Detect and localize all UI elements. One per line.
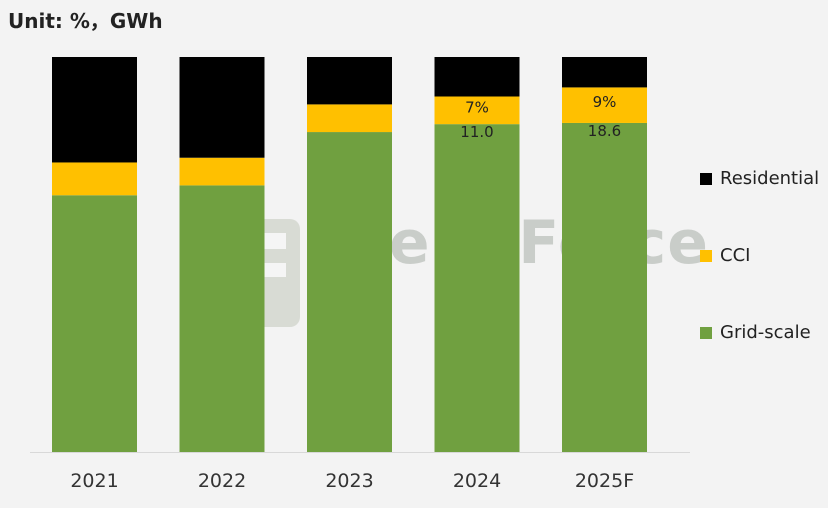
x-tick-label-2025f: 2025F bbox=[575, 470, 634, 492]
legend-label-grid-scale: Grid-scale bbox=[720, 322, 811, 343]
x-tick-label-2024: 2024 bbox=[453, 470, 501, 492]
data-label-grid-scale-2024: 11.0 bbox=[460, 123, 493, 141]
data-labels: 7% 11.0 9% 18.6 bbox=[460, 93, 621, 141]
data-label-grid-scale-2025f: 18.6 bbox=[588, 122, 621, 140]
bar-segment-cci-2021 bbox=[52, 162, 137, 196]
bar-segment-grid-scale-2022 bbox=[179, 185, 265, 452]
x-tick-label-2022: 2022 bbox=[198, 470, 246, 492]
bars-group bbox=[52, 57, 647, 453]
bar-segment-grid-scale-2021 bbox=[52, 195, 137, 452]
x-tick-labels: 2021 2022 2023 2024 2025F bbox=[70, 470, 634, 492]
data-label-cci-2025f: 9% bbox=[593, 93, 617, 111]
legend-label-cci: CCI bbox=[720, 245, 751, 266]
x-tick-label-2023: 2023 bbox=[325, 470, 373, 492]
legend-item-grid-scale: Grid-scale bbox=[700, 322, 811, 343]
legend-item-residential: Residential bbox=[700, 168, 819, 189]
x-tick-label-2021: 2021 bbox=[70, 470, 118, 492]
bar-segment-residential-2021 bbox=[52, 57, 137, 163]
bar-segment-cci-2023 bbox=[307, 104, 392, 133]
bar-segment-cci-2022 bbox=[179, 157, 265, 186]
stacked-bar-chart: 2021 2022 2023 2024 2025F 7% 11.0 9% 18.6 bbox=[30, 57, 690, 492]
legend-item-cci: CCI bbox=[700, 245, 750, 266]
data-label-cci-2024: 7% bbox=[465, 98, 489, 116]
bar-segment-residential-2025f bbox=[562, 57, 647, 88]
legend-swatch-cci bbox=[700, 249, 712, 262]
bar-segment-grid-scale-2025f bbox=[562, 122, 647, 452]
bar-segment-grid-scale-2023 bbox=[307, 132, 392, 453]
bar-segment-residential-2022 bbox=[179, 57, 265, 158]
legend-label-residential: Residential bbox=[720, 168, 820, 189]
bar-segment-residential-2023 bbox=[307, 57, 392, 105]
unit-label: Unit: %，GWh bbox=[8, 9, 163, 33]
bar-segment-cci-2024 bbox=[434, 96, 520, 125]
bar-segment-cci-2025f bbox=[562, 87, 647, 123]
bar-segment-grid-scale-2024 bbox=[434, 124, 520, 453]
legend-swatch-grid-scale bbox=[700, 326, 712, 339]
bar-segment-residential-2024 bbox=[434, 57, 520, 97]
legend-swatch-residential bbox=[700, 172, 712, 185]
